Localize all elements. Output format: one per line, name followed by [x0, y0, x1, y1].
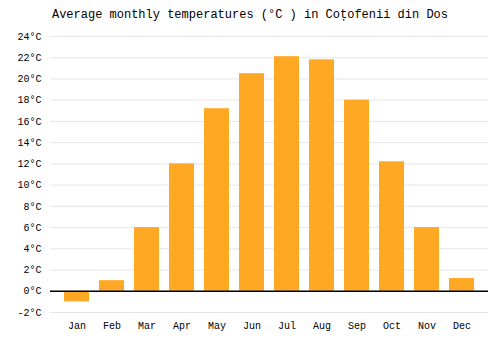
svg-text:0°C: 0°C: [23, 286, 41, 297]
svg-text:Feb: Feb: [103, 321, 121, 332]
svg-text:Mar: Mar: [138, 321, 156, 332]
svg-text:12°C: 12°C: [17, 159, 41, 170]
svg-text:Aug: Aug: [313, 321, 331, 332]
svg-text:18°C: 18°C: [17, 95, 41, 106]
svg-text:22°C: 22°C: [17, 53, 41, 64]
svg-text:10°C: 10°C: [17, 180, 41, 191]
svg-text:Apr: Apr: [173, 321, 191, 332]
svg-text:20°C: 20°C: [17, 74, 41, 85]
svg-text:May: May: [208, 321, 226, 332]
svg-text:Oct: Oct: [383, 321, 401, 332]
svg-text:Nov: Nov: [418, 321, 436, 332]
svg-text:6°C: 6°C: [23, 223, 41, 234]
svg-text:Sep: Sep: [348, 321, 366, 332]
svg-text:Jan: Jan: [68, 321, 86, 332]
svg-text:Jul: Jul: [278, 321, 296, 332]
svg-text:16°C: 16°C: [17, 117, 41, 128]
svg-text:-2°C: -2°C: [17, 308, 41, 319]
svg-text:Jun: Jun: [243, 321, 261, 332]
svg-text:24°C: 24°C: [17, 32, 41, 43]
svg-text:4°C: 4°C: [23, 244, 41, 255]
svg-text:2°C: 2°C: [23, 265, 41, 276]
html-text:Average monthly temperatures (: Average monthly temperatures (°C ) in Co…: [52, 8, 448, 22]
svg-text:Dec: Dec: [453, 321, 471, 332]
svg-text:14°C: 14°C: [17, 138, 41, 149]
svg-text:8°C: 8°C: [23, 202, 41, 213]
